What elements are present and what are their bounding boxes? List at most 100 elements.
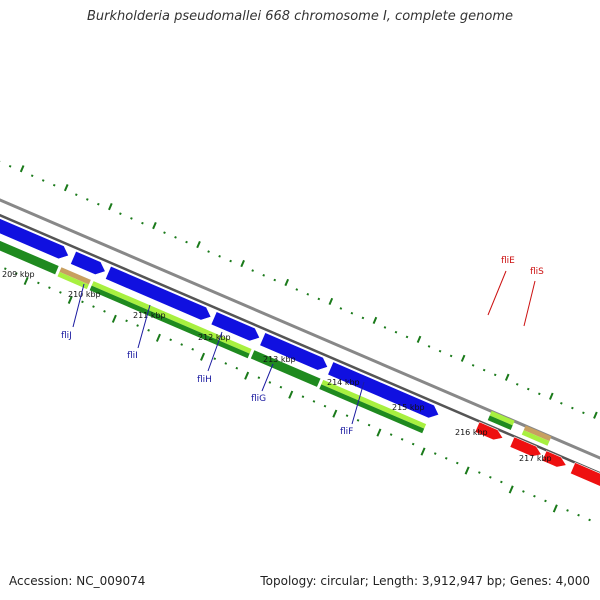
inner-tick <box>169 338 172 342</box>
outer-tick <box>108 203 113 211</box>
outer-tick <box>537 392 541 396</box>
outer-tick <box>229 259 232 263</box>
leader-line-flis <box>523 280 536 327</box>
gene-reverse-3a[interactable] <box>91 281 252 354</box>
gene-red-1[interactable] <box>474 421 504 441</box>
gene-red-4[interactable] <box>569 462 600 506</box>
gene-fliS-b[interactable] <box>521 430 550 446</box>
inner-tick <box>59 291 62 294</box>
gene-reverse-3b[interactable] <box>89 285 250 359</box>
gene-reverse-1[interactable] <box>0 223 59 275</box>
gene-red-2[interactable] <box>509 436 542 457</box>
inner-tick <box>48 286 51 289</box>
gene-label-flie[interactable]: fliE <box>501 256 515 266</box>
backbone-line-inner <box>0 213 600 475</box>
leader-line-flij <box>72 283 85 328</box>
gene-label-flis[interactable]: fliS <box>530 267 544 277</box>
gene-fliF[interactable] <box>327 361 440 419</box>
outer-tick <box>482 368 486 372</box>
outer-tick <box>262 273 266 277</box>
tick-label-209: 209 kbp <box>2 270 35 279</box>
inner-tick <box>103 310 106 313</box>
gene-reverse-5b[interactable] <box>319 384 425 434</box>
outer-tick <box>317 297 321 301</box>
outer-tick <box>350 311 354 315</box>
inner-tick <box>213 357 217 361</box>
outer-tick <box>251 269 254 272</box>
inner-tick <box>552 504 558 513</box>
gene-label-flig[interactable]: fliG <box>251 394 266 404</box>
outer-tick <box>74 193 78 197</box>
gene-fliI[interactable] <box>104 265 212 321</box>
gene-label-flih[interactable]: fliH <box>197 375 212 385</box>
gene-labels[interactable]: fliJ fliI fliH fliG fliF fliE fliS <box>61 256 544 437</box>
outer-tick <box>119 212 122 215</box>
gene-fliH[interactable] <box>210 311 261 342</box>
outer-tick <box>185 240 188 244</box>
outer-tick <box>52 183 56 187</box>
outer-tick <box>97 202 100 206</box>
inner-tick <box>464 466 470 475</box>
gene-fliE-b[interactable] <box>487 415 513 430</box>
inner-tick <box>81 300 84 304</box>
outer-tick <box>295 288 299 291</box>
gene-reverse-2b[interactable] <box>57 271 89 290</box>
outer-tick <box>438 349 442 353</box>
outer-tick <box>152 221 157 230</box>
gene-red-3[interactable] <box>541 450 567 468</box>
outer-tick <box>372 316 378 325</box>
inner-tick <box>455 461 459 465</box>
inner-tick <box>111 314 117 323</box>
inner-tick <box>147 328 150 332</box>
tick-label-216: 216 kbp <box>455 428 488 437</box>
gene-reverse-5a[interactable] <box>321 379 427 429</box>
inner-tick <box>489 475 492 479</box>
inner-tick <box>312 400 316 403</box>
tick-label-211: 211 kbp <box>133 311 166 320</box>
inner-tick <box>588 518 591 522</box>
inner-tick <box>433 452 437 455</box>
gene-features[interactable] <box>0 204 600 505</box>
gene-fliE-a[interactable] <box>489 410 515 426</box>
leader-line-flie <box>487 270 507 316</box>
outer-tick <box>196 240 201 249</box>
tick-marks <box>0 160 598 522</box>
outer-tick <box>416 335 422 343</box>
inner-tick <box>136 324 139 327</box>
tick-label-214: 214 kbp <box>327 378 360 387</box>
inner-tick <box>301 395 305 398</box>
gene-label-flij[interactable]: fliJ <box>61 331 72 341</box>
inner-tick <box>566 509 569 512</box>
outer-tick <box>526 387 530 391</box>
inner-tick <box>235 366 239 370</box>
outer-tick <box>240 259 245 268</box>
inner-tick <box>288 390 294 399</box>
outer-tick <box>582 411 585 415</box>
inner-tick <box>400 438 404 441</box>
inner-tick <box>155 333 161 342</box>
tick-label-217: 217 kbp <box>519 454 552 463</box>
gene-fliG[interactable] <box>259 332 329 371</box>
tick-labels: 209 kbp 210 kbp 211 kbp 212 kbp 213 kbp 214 k… <box>2 270 552 463</box>
gene-reverse-2a[interactable] <box>59 267 91 285</box>
inner-tick <box>268 381 272 384</box>
outer-tick <box>41 179 45 182</box>
inner-tick <box>376 428 382 437</box>
outer-tick <box>207 250 210 253</box>
genome-summary-text: Topology: circular; Length: 3,912,947 bp… <box>260 574 590 588</box>
gene-fliJ[interactable] <box>70 250 106 276</box>
outer-tick <box>471 364 475 367</box>
gene-fliJ-upstream[interactable] <box>0 204 70 260</box>
gene-fliS-a[interactable] <box>523 425 552 442</box>
inner-tick <box>200 352 206 361</box>
inner-tick <box>356 419 360 422</box>
gene-label-flif[interactable]: fliF <box>340 427 353 437</box>
gene-label-flii[interactable]: fliI <box>127 351 138 361</box>
outer-tick <box>549 392 554 400</box>
inner-tick <box>125 319 128 323</box>
gene-reverse-4[interactable] <box>250 350 321 387</box>
leader-line-flif <box>351 381 365 425</box>
outer-tick <box>339 307 343 310</box>
outer-tick <box>449 354 453 358</box>
